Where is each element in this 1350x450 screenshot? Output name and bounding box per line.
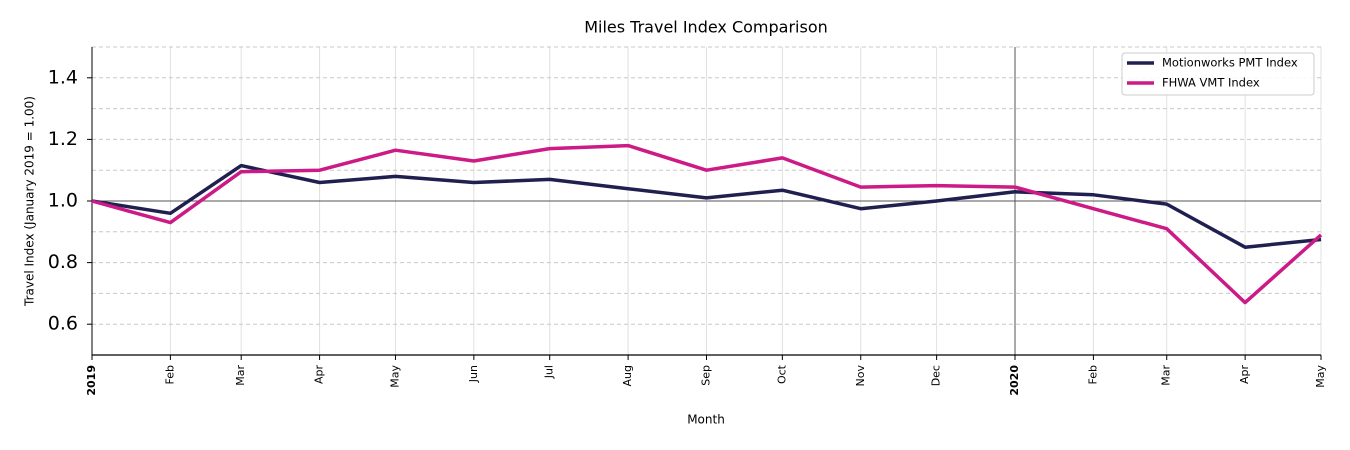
x-tick-label: May bbox=[388, 365, 401, 388]
legend-label: FHWA VMT Index bbox=[1162, 76, 1260, 90]
x-tick-label: Dec bbox=[930, 365, 943, 386]
x-tick-label: May bbox=[1314, 365, 1327, 388]
x-tick-label: 2020 bbox=[1008, 365, 1021, 396]
x-tick-label: Jun bbox=[467, 365, 480, 383]
x-tick-label: Aug bbox=[621, 365, 634, 386]
y-tick-label: 1.0 bbox=[48, 190, 78, 212]
y-axis-label: Travel Index (January 2019 = 1.00) bbox=[23, 96, 37, 307]
chart-title: Miles Travel Index Comparison bbox=[584, 18, 828, 37]
x-tick-label: Sep bbox=[700, 365, 713, 386]
x-tick-label: Apr bbox=[1238, 365, 1251, 385]
y-tick-label: 1.2 bbox=[48, 128, 78, 150]
x-tick-label: 2019 bbox=[85, 365, 98, 396]
x-tick-label: Mar bbox=[1160, 365, 1173, 386]
x-tick-label: Nov bbox=[854, 365, 867, 387]
y-tick-label: 0.8 bbox=[48, 251, 78, 273]
x-tick-label: Feb bbox=[163, 365, 176, 384]
y-tick-label: 1.4 bbox=[48, 66, 78, 88]
legend-box bbox=[1121, 52, 1315, 96]
x-axis-label: Month bbox=[687, 413, 725, 427]
x-tick-label: Jul bbox=[543, 365, 556, 379]
x-tick-label: Feb bbox=[1086, 365, 1099, 384]
data-line bbox=[91, 143, 1323, 305]
x-tick-label: Apr bbox=[313, 365, 326, 385]
x-tick-label: Oct bbox=[775, 364, 788, 384]
legend-label: Motionworks PMT Index bbox=[1162, 56, 1298, 70]
y-tick-label: 0.6 bbox=[48, 313, 78, 335]
x-tick-label: Mar bbox=[234, 365, 247, 386]
data-line bbox=[91, 163, 1322, 249]
